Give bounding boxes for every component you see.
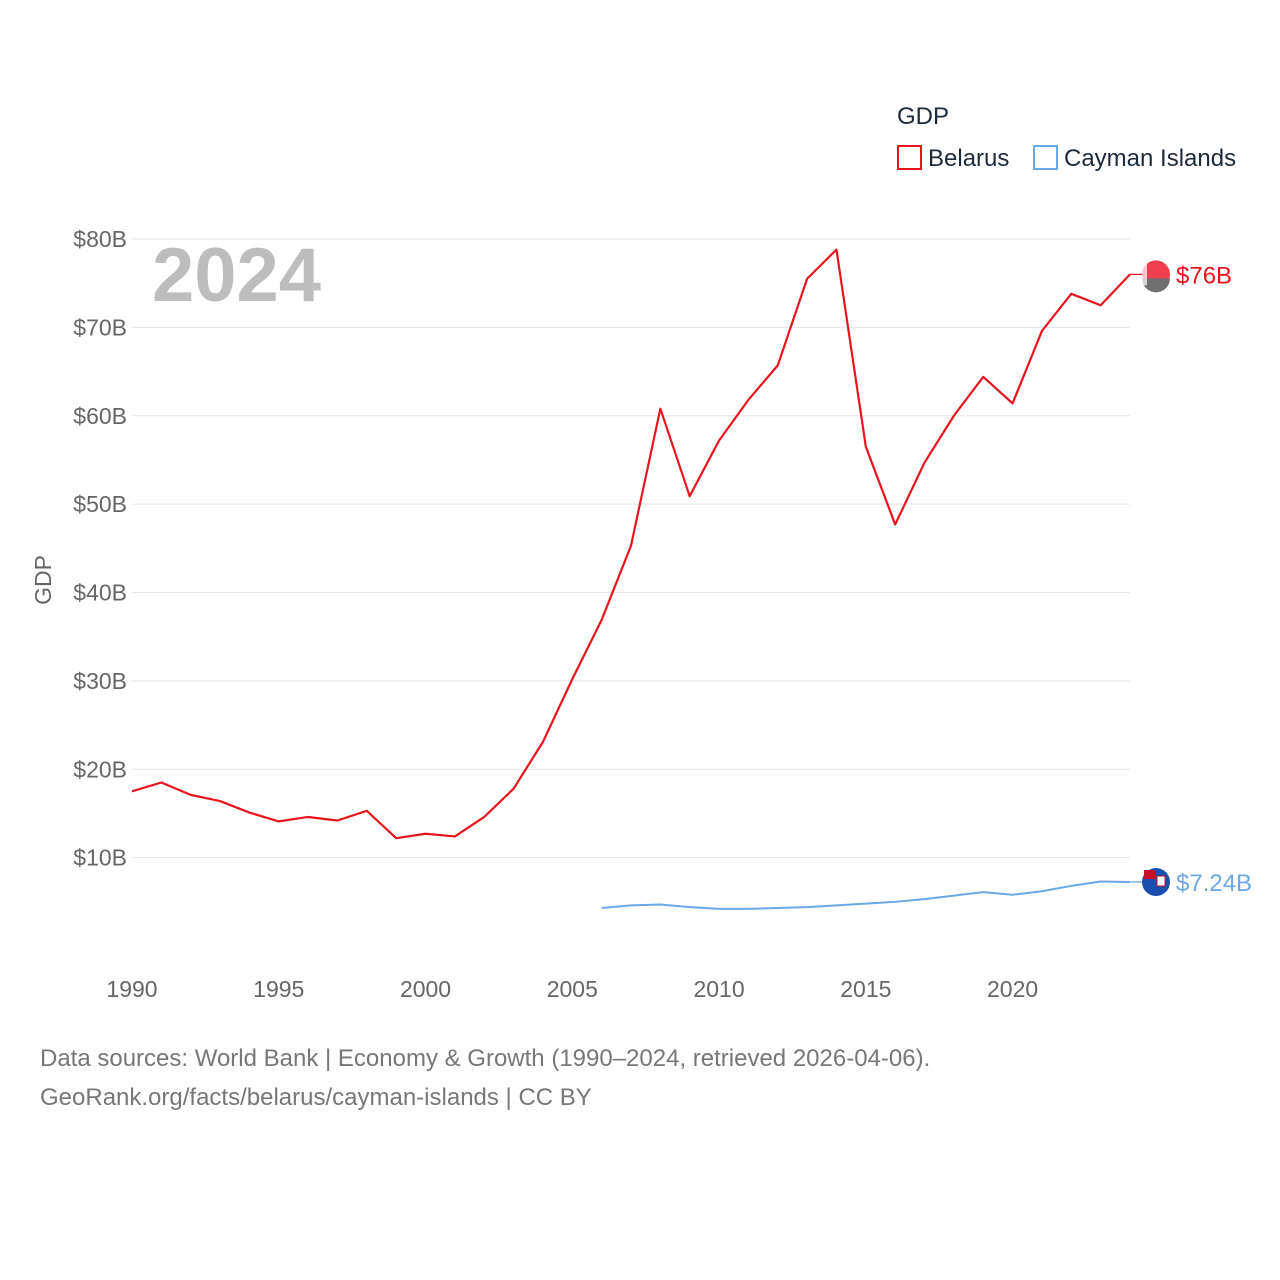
- data-point-belarus[interactable]: [922, 460, 928, 466]
- y-tick-label: $40B: [73, 580, 127, 606]
- data-point-belarus[interactable]: [687, 493, 693, 499]
- flag-belarus-stripe: [1142, 278, 1170, 293]
- data-point-belarus[interactable]: [1068, 291, 1074, 297]
- data-point-belarus[interactable]: [863, 444, 869, 450]
- data-point-belarus[interactable]: [716, 437, 722, 443]
- data-point-belarus[interactable]: [569, 676, 575, 682]
- footer-credit: GeoRank.org/facts/belarus/cayman-islands…: [40, 1084, 592, 1111]
- y-axis-label: GDP: [30, 555, 56, 605]
- data-point-cayman-islands[interactable]: [804, 904, 810, 910]
- y-tick-label: $50B: [73, 491, 127, 517]
- data-point-cayman-islands[interactable]: [1010, 892, 1016, 898]
- y-axis-ticks: $10B $20B $30B $40B $50B $60B $70B $80B: [73, 226, 127, 871]
- y-tick-label: $60B: [73, 403, 127, 429]
- data-point-cayman-islands[interactable]: [980, 889, 986, 895]
- data-point-belarus[interactable]: [334, 818, 340, 824]
- x-tick-label: 2020: [987, 976, 1038, 1002]
- data-point-cayman-islands[interactable]: [599, 905, 605, 911]
- data-point-cayman-islands[interactable]: [1039, 888, 1045, 894]
- data-point-belarus[interactable]: [745, 397, 751, 403]
- data-point-cayman-islands[interactable]: [951, 893, 957, 899]
- series-line-cayman-islands[interactable]: [601, 880, 1131, 910]
- data-point-belarus[interactable]: [481, 814, 487, 820]
- data-point-belarus[interactable]: [657, 406, 663, 412]
- data-point-cayman-islands[interactable]: [1068, 883, 1074, 889]
- data-point-belarus[interactable]: [393, 835, 399, 841]
- y-tick-label: $70B: [73, 314, 127, 340]
- data-point-belarus[interactable]: [628, 543, 634, 549]
- y-tick-label: $80B: [73, 226, 127, 252]
- y-tick-label: $30B: [73, 668, 127, 694]
- data-point-belarus[interactable]: [1098, 302, 1104, 308]
- data-point-belarus[interactable]: [804, 276, 810, 282]
- data-point-belarus[interactable]: [540, 739, 546, 745]
- data-point-belarus[interactable]: [452, 833, 458, 839]
- legend-swatch-cayman-islands[interactable]: [1033, 145, 1058, 170]
- series-group: [129, 247, 1131, 912]
- flag-cayman-shield: [1156, 875, 1166, 887]
- data-point-cayman-islands[interactable]: [833, 902, 839, 908]
- x-tick-label: 2005: [547, 976, 598, 1002]
- data-point-belarus[interactable]: [305, 814, 311, 820]
- data-point-belarus[interactable]: [892, 521, 898, 527]
- legend-swatch-belarus[interactable]: [897, 145, 922, 170]
- data-point-cayman-islands[interactable]: [863, 901, 869, 907]
- footer-sources: Data sources: World Bank | Economy & Gro…: [40, 1045, 931, 1072]
- data-point-cayman-islands[interactable]: [628, 902, 634, 908]
- data-point-cayman-islands[interactable]: [892, 899, 898, 905]
- legend-label-cayman-islands[interactable]: Cayman Islands: [1064, 145, 1236, 172]
- flag-cayman-union: [1144, 870, 1155, 880]
- legend-title: GDP: [897, 103, 949, 130]
- data-point-cayman-islands[interactable]: [687, 904, 693, 910]
- data-point-cayman-islands[interactable]: [745, 906, 751, 912]
- data-point-belarus[interactable]: [364, 808, 370, 814]
- x-tick-label: 1995: [253, 976, 304, 1002]
- data-point-belarus[interactable]: [511, 786, 517, 792]
- end-value-label-cayman-islands: $7.24B: [1176, 870, 1252, 897]
- data-point-belarus[interactable]: [1010, 400, 1016, 406]
- data-point-cayman-islands[interactable]: [716, 906, 722, 912]
- data-point-belarus[interactable]: [951, 413, 957, 419]
- data-point-belarus[interactable]: [833, 247, 839, 253]
- gridlines: [132, 238, 1130, 859]
- x-tick-label: 2015: [840, 976, 891, 1002]
- flag-belarus-ornament: [1142, 263, 1147, 286]
- end-markers: $76B $7.24B: [1130, 260, 1252, 897]
- data-point-belarus[interactable]: [188, 792, 194, 798]
- data-point-belarus[interactable]: [1039, 328, 1045, 334]
- data-point-belarus[interactable]: [423, 831, 429, 837]
- y-tick-label: $20B: [73, 756, 127, 782]
- data-point-belarus[interactable]: [775, 362, 781, 368]
- legend: GDP Belarus Cayman Islands: [897, 103, 1236, 172]
- data-point-belarus[interactable]: [246, 810, 252, 816]
- x-axis-ticks: 1990 1995 2000 2005 2010 2015 2020: [106, 976, 1038, 1002]
- data-point-belarus[interactable]: [276, 818, 282, 824]
- end-value-label-belarus: $76B: [1176, 262, 1232, 289]
- data-point-cayman-islands[interactable]: [1098, 878, 1104, 884]
- data-point-belarus[interactable]: [129, 788, 135, 794]
- legend-label-belarus[interactable]: Belarus: [928, 145, 1009, 172]
- data-point-belarus[interactable]: [158, 780, 164, 786]
- series-line-belarus[interactable]: [131, 248, 1131, 840]
- x-tick-label: 2000: [400, 976, 451, 1002]
- x-tick-label: 1990: [106, 976, 157, 1002]
- data-point-cayman-islands[interactable]: [775, 905, 781, 911]
- year-label: 2024: [152, 233, 321, 318]
- data-point-belarus[interactable]: [599, 617, 605, 623]
- data-point-belarus[interactable]: [217, 798, 223, 804]
- data-point-belarus[interactable]: [980, 374, 986, 380]
- data-point-cayman-islands[interactable]: [922, 896, 928, 902]
- x-tick-label: 2010: [693, 976, 744, 1002]
- gdp-line-chart: $10B$20B$30B$40B$50B$60B$70B$80B 1990 199…: [30, 103, 1252, 1002]
- data-point-cayman-islands[interactable]: [657, 901, 663, 907]
- y-tick-label: $10B: [73, 845, 127, 871]
